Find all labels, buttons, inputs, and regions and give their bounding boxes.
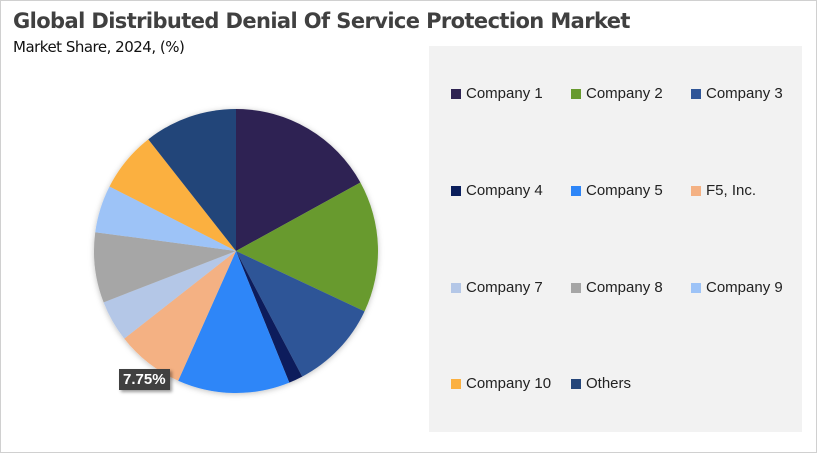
legend-swatch: [691, 88, 701, 99]
pie-slice-company-10: [109, 139, 236, 251]
legend-label: Company 2: [586, 85, 663, 102]
legend-swatch: [571, 282, 581, 293]
pie-slice-f5-inc: [124, 251, 236, 381]
legend-item: Company 9: [691, 279, 783, 296]
pie-slice-company-5: [178, 251, 290, 394]
legend-item: Others: [571, 375, 631, 392]
chart-title: Global Distributed Denial Of Service Pro…: [13, 9, 630, 33]
legend-swatch: [571, 185, 581, 196]
legend-item: Company 4: [451, 182, 543, 199]
legend-item: Company 2: [571, 85, 663, 102]
data-label-f5: 7.75%: [119, 369, 170, 390]
pie-slice-company-3: [236, 251, 365, 377]
legend-label: Company 3: [706, 85, 783, 102]
legend-swatch: [691, 282, 701, 293]
pie-chart: [93, 109, 378, 394]
legend-label: Others: [586, 375, 632, 392]
pie-slice-company-1: [236, 109, 361, 251]
legend-swatch: [571, 88, 581, 99]
legend-label: Company 9: [706, 279, 783, 296]
legend-label: Company 7: [466, 279, 543, 296]
legend-item: Company 7: [451, 279, 543, 296]
pie-slice-company-8: [93, 232, 236, 303]
pie-slice-company-4: [236, 251, 303, 383]
pie-slice-company-7: [103, 251, 236, 339]
legend-swatch: [451, 88, 461, 99]
legend-swatch: [691, 185, 701, 196]
legend-label: Company 4: [466, 182, 543, 199]
legend-swatch: [451, 282, 461, 293]
legend-item: Company 5: [571, 182, 663, 199]
pie-slice-others: [148, 109, 236, 251]
pie-slice-company-9: [95, 186, 236, 251]
legend-label: Company 5: [586, 182, 663, 199]
legend-item: F5, Inc.: [691, 182, 756, 199]
legend-swatch: [571, 378, 581, 389]
legend: Company 1 Company 2 Company 3 Company 4 Comp…: [429, 46, 802, 432]
pie-slice-company-2: [236, 182, 378, 312]
chart-subtitle: Market Share, 2024, (%): [13, 38, 185, 56]
legend-swatch: [451, 185, 461, 196]
legend-label: Company 10: [466, 375, 552, 392]
legend-label: Company 8: [586, 279, 663, 296]
legend-item: Company 10: [451, 375, 551, 392]
legend-item: Company 1: [451, 85, 543, 102]
legend-item: Company 8: [571, 279, 663, 296]
legend-label: Company 1: [466, 85, 543, 102]
legend-swatch: [451, 378, 461, 389]
legend-label: F5, Inc.: [706, 182, 757, 199]
legend-item: Company 3: [691, 85, 783, 102]
